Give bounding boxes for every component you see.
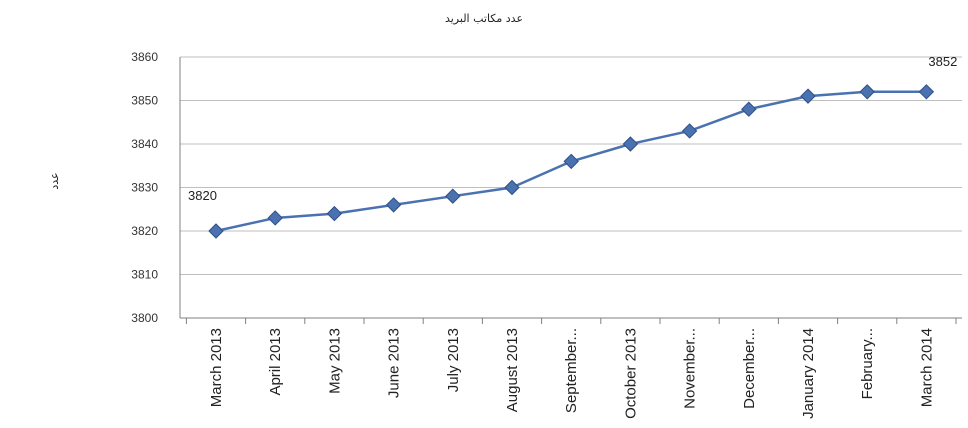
y-tick-label: 3800 — [131, 311, 158, 325]
data-point — [267, 210, 283, 226]
grid — [180, 56, 962, 275]
x-tick-label: July 2013 — [445, 328, 462, 392]
x-tick-label: March 2013 — [208, 328, 225, 407]
data-point — [741, 101, 757, 117]
data-point — [385, 197, 402, 213]
data-point — [859, 84, 875, 100]
y-tick-label: 3820 — [131, 224, 158, 238]
data-point — [445, 188, 461, 204]
data-label: 3820 — [188, 188, 217, 203]
x-tick-label: August 2013 — [504, 328, 521, 412]
data-point — [504, 179, 520, 196]
x-tick-label: February... — [859, 328, 876, 399]
series — [208, 84, 935, 239]
x-tick-label: September... — [563, 328, 580, 413]
data-point — [622, 136, 639, 152]
x-tick-label: December... — [741, 328, 758, 409]
chart-title: عدد مكاتب البريد — [445, 12, 523, 25]
x-tick-labels: March 2013 April 2013 May 2013 June 2013 Jul… — [208, 328, 935, 419]
data-labels: 3820 3852 — [188, 54, 957, 203]
y-axis-label: عدد — [48, 172, 61, 189]
x-tick-label: May 2013 — [326, 328, 343, 394]
x-tick-label: November... — [682, 328, 699, 409]
y-tick-label: 3850 — [131, 94, 158, 108]
x-tick-label: January 2014 — [800, 328, 817, 419]
y-tick-label: 3830 — [131, 181, 158, 195]
data-point — [208, 223, 224, 239]
x-tick-label: March 2014 — [918, 328, 935, 407]
x-tick-label: October 2013 — [622, 328, 639, 419]
x-tick-label: June 2013 — [386, 328, 403, 398]
x-tick-label: April 2013 — [267, 328, 284, 396]
data-label: 3852 — [928, 54, 957, 69]
data-point — [563, 153, 579, 170]
y-tick-label: 3840 — [131, 137, 158, 151]
data-point — [326, 205, 343, 222]
data-point — [918, 84, 935, 100]
axes — [179, 57, 962, 324]
data-point — [800, 88, 816, 104]
y-tick-labels: 3800 3810 3820 3830 3840 3850 3860 — [131, 50, 158, 325]
y-tick-label: 3860 — [131, 50, 158, 64]
y-tick-label: 3810 — [131, 268, 158, 282]
data-point — [681, 123, 698, 139]
